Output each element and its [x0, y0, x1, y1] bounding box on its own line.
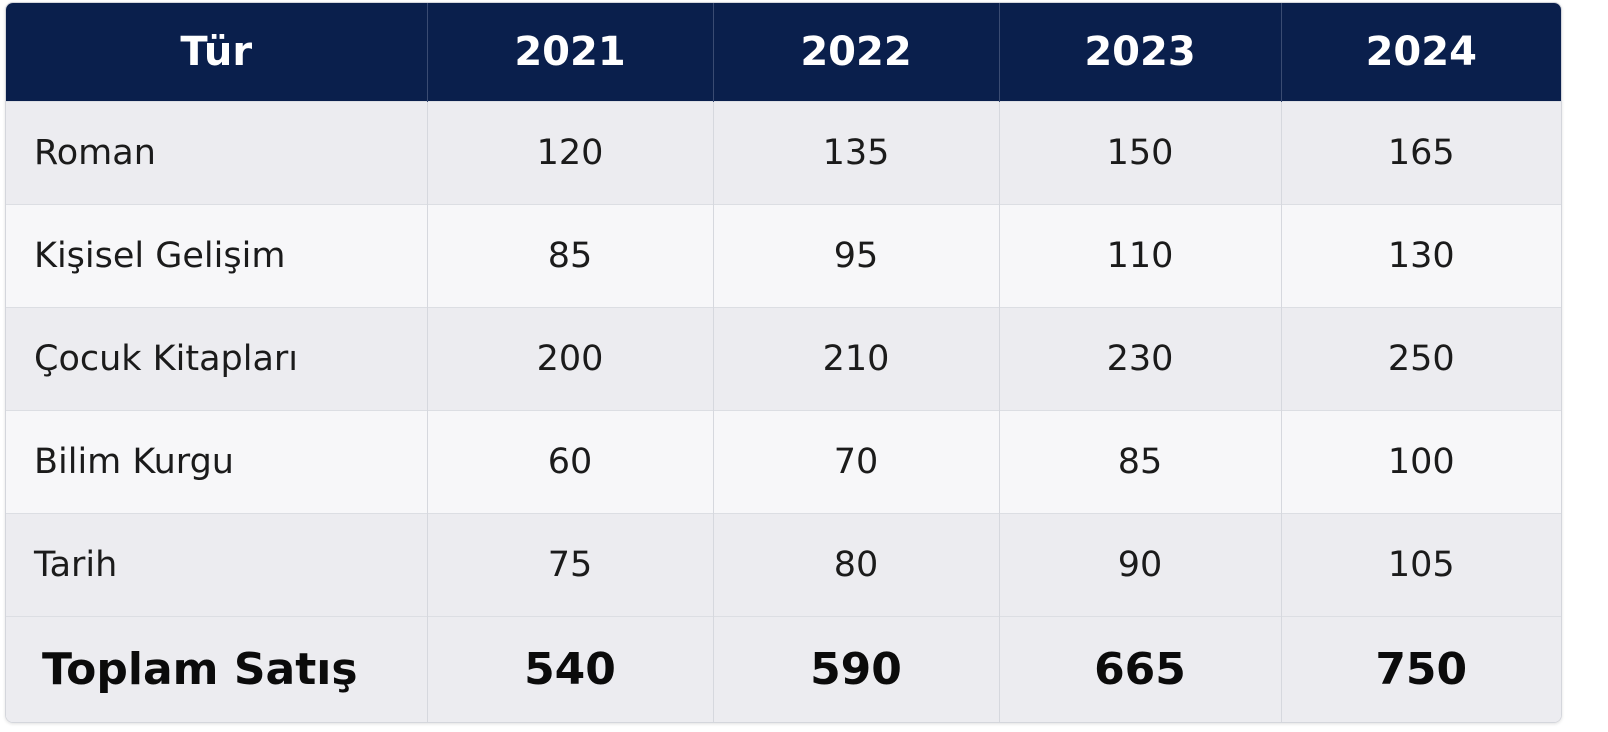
cell: 250: [1281, 307, 1561, 411]
header-cell: 2023: [999, 3, 1282, 102]
table-row: Çocuk Kitapları 200 210 230 250: [6, 307, 1561, 411]
cell: 210: [713, 307, 1000, 411]
total-cell: 750: [1281, 616, 1561, 722]
header-cell: Tür: [6, 3, 428, 102]
table-row: Tarih 75 80 90 105: [6, 513, 1561, 617]
table-row: Bilim Kurgu 60 70 85 100: [6, 410, 1561, 514]
header-row: Tür 2021 2022 2023 2024: [6, 3, 1561, 102]
cell: 165: [1281, 101, 1561, 205]
cell: 70: [713, 410, 1000, 514]
cell: 130: [1281, 204, 1561, 308]
header-cell: 2022: [713, 3, 1000, 102]
total-cell: 665: [999, 616, 1282, 722]
cell: 105: [1281, 513, 1561, 617]
row-label: Roman: [6, 101, 428, 205]
sales-table: Tür 2021 2022 2023 2024 Roman 120 135 150 165 Kiş…: [6, 3, 1561, 722]
cell: 75: [427, 513, 714, 617]
header-cell: 2024: [1281, 3, 1561, 102]
header-cell: 2021: [427, 3, 714, 102]
cell: 85: [999, 410, 1282, 514]
row-label: Tarih: [6, 513, 428, 617]
cell: 150: [999, 101, 1282, 205]
cell: 100: [1281, 410, 1561, 514]
table-container: Tür 2021 2022 2023 2024 Roman 120 135 150 165 Kiş…: [5, 2, 1562, 723]
cell: 80: [713, 513, 1000, 617]
total-cell: 590: [713, 616, 1000, 722]
cell: 200: [427, 307, 714, 411]
cell: 90: [999, 513, 1282, 617]
table-row: Kişisel Gelişim 85 95 110 130: [6, 204, 1561, 308]
total-label: Toplam Satış: [6, 616, 428, 722]
cell: 110: [999, 204, 1282, 308]
cell: 95: [713, 204, 1000, 308]
cell: 230: [999, 307, 1282, 411]
row-label: Çocuk Kitapları: [6, 307, 428, 411]
cell: 60: [427, 410, 714, 514]
cell: 120: [427, 101, 714, 205]
cell: 85: [427, 204, 714, 308]
table-row: Roman 120 135 150 165: [6, 101, 1561, 205]
total-row: Toplam Satış 540 590 665 750: [6, 616, 1561, 722]
row-label: Bilim Kurgu: [6, 410, 428, 514]
cell: 135: [713, 101, 1000, 205]
total-cell: 540: [427, 616, 714, 722]
row-label: Kişisel Gelişim: [6, 204, 428, 308]
